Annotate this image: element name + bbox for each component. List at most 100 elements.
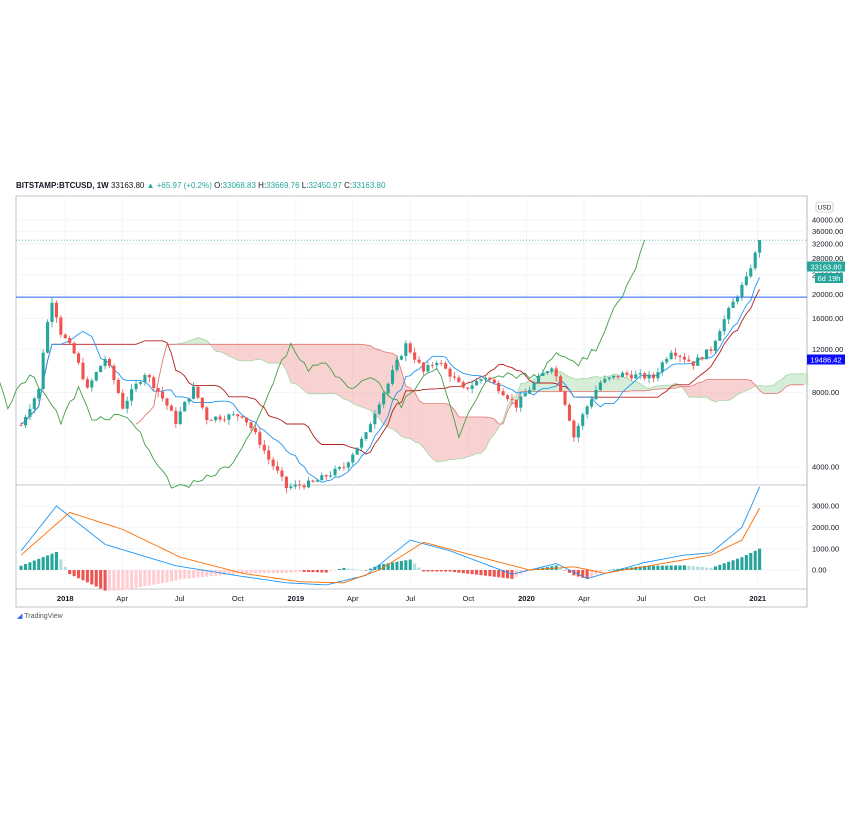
candle-body — [590, 399, 594, 407]
candle-body — [603, 378, 607, 383]
cloud-segment — [304, 344, 309, 394]
macd-histogram-bar — [501, 570, 505, 578]
macd-histogram-bar — [585, 570, 589, 579]
macd-histogram-bar — [488, 570, 492, 577]
candle-body — [696, 357, 700, 366]
candle-body — [594, 390, 598, 400]
macd-histogram-bar — [647, 565, 651, 570]
senkou-a-line — [135, 337, 804, 463]
macd-histogram-bar — [704, 567, 709, 570]
candle-body — [214, 416, 218, 421]
cloud-segment — [374, 348, 380, 419]
macd-histogram-bar — [665, 565, 669, 570]
cloud-segment — [414, 392, 420, 444]
candle-body — [236, 414, 240, 417]
candle-body — [674, 352, 678, 356]
cloud-segment — [215, 344, 221, 352]
cloud-segment — [308, 344, 313, 394]
cloud-segment — [489, 417, 495, 440]
cloud-segment — [290, 344, 296, 384]
symbol-label[interactable]: BITSTAMP:BTCUSD, 1W — [16, 181, 109, 190]
open-label: O: — [214, 181, 223, 190]
macd-histogram-bar — [439, 570, 443, 572]
macd-histogram-bar — [634, 566, 638, 570]
horizontal-line-tag[interactable]: 19486.42 — [807, 354, 845, 365]
macd-histogram-bar — [351, 568, 355, 570]
candle-body — [320, 475, 324, 481]
macd-histogram-bar — [46, 555, 50, 570]
cloud-segment — [423, 403, 428, 454]
macd-histogram-bar — [638, 566, 642, 570]
candle-body — [54, 302, 58, 318]
cloud-segment — [441, 403, 446, 462]
signal-line — [20, 507, 760, 584]
tradingview-logo[interactable]: ◢ TradingView — [17, 612, 63, 620]
currency-badge[interactable]: USD — [815, 201, 834, 213]
cloud-segment — [264, 344, 269, 364]
cloud-segment — [193, 337, 198, 345]
candle-body — [191, 386, 196, 399]
macd-histogram-bar — [94, 570, 98, 587]
cloud-segment — [626, 378, 632, 392]
candle-body — [620, 372, 625, 378]
candle-body — [643, 373, 647, 379]
senkou-b-line — [135, 343, 804, 425]
cloud-segment — [357, 344, 362, 407]
macd-histogram-bar — [54, 551, 58, 570]
cloud-segment — [777, 379, 782, 394]
cloud-segment — [786, 373, 791, 387]
time-tick-label: Jul — [175, 594, 185, 603]
candle-body — [329, 475, 333, 477]
candle-body — [514, 399, 518, 408]
candle-body — [209, 420, 213, 421]
price-change: ▲ +65.97 (+0.2%) — [146, 181, 212, 190]
candle-body — [735, 296, 740, 302]
macd-histogram-bar — [590, 570, 594, 577]
macd-histogram-bar — [337, 569, 342, 570]
candle-body — [107, 359, 112, 366]
candle-body — [351, 454, 355, 463]
candle-body — [550, 368, 554, 372]
cloud-segment — [396, 356, 402, 437]
cloud-segment — [348, 344, 353, 404]
macd-histogram-bar — [598, 570, 602, 573]
macd-pane — [19, 486, 762, 591]
macd-histogram-bar — [324, 570, 328, 573]
candle-body — [479, 379, 483, 381]
macd-histogram-bar — [28, 562, 32, 570]
cloud-segment — [764, 386, 769, 394]
macd-histogram-bar — [660, 565, 664, 570]
candle-body — [169, 405, 173, 411]
cloud-segment — [220, 344, 225, 354]
candle-body — [408, 343, 412, 353]
price-tick-label: 4000.00 — [812, 463, 839, 472]
macd-histogram-bar — [421, 570, 426, 572]
candle-body — [634, 374, 638, 379]
candle-body — [112, 365, 116, 381]
macd-histogram-bar — [284, 570, 288, 574]
candle-body — [46, 322, 50, 353]
macd-histogram-bar — [196, 570, 200, 578]
cloud-segment — [662, 385, 667, 389]
cloud-segment — [759, 385, 765, 394]
macd-histogram-bar — [620, 568, 625, 570]
macd-histogram-bar — [311, 570, 315, 573]
candle-body — [373, 413, 377, 425]
candle-body — [439, 362, 443, 364]
candle-body — [669, 352, 673, 359]
macd-histogram-bar — [475, 570, 479, 575]
macd-tick-label: 1000.00 — [812, 544, 839, 553]
macd-histogram-bar — [107, 570, 112, 591]
time-tick-label: Apr — [578, 594, 590, 603]
price-tick-label: 32000.00 — [812, 240, 843, 249]
candle-body — [218, 416, 222, 420]
cloud-segment — [184, 340, 190, 345]
cloud-segment — [702, 379, 707, 398]
cloud-segment — [295, 344, 300, 387]
macd-histogram-bar — [483, 570, 487, 576]
macd-histogram-bar — [258, 570, 262, 574]
macd-histogram-bar — [682, 565, 686, 570]
candle-body — [554, 368, 558, 377]
cloud-segment — [339, 344, 344, 400]
